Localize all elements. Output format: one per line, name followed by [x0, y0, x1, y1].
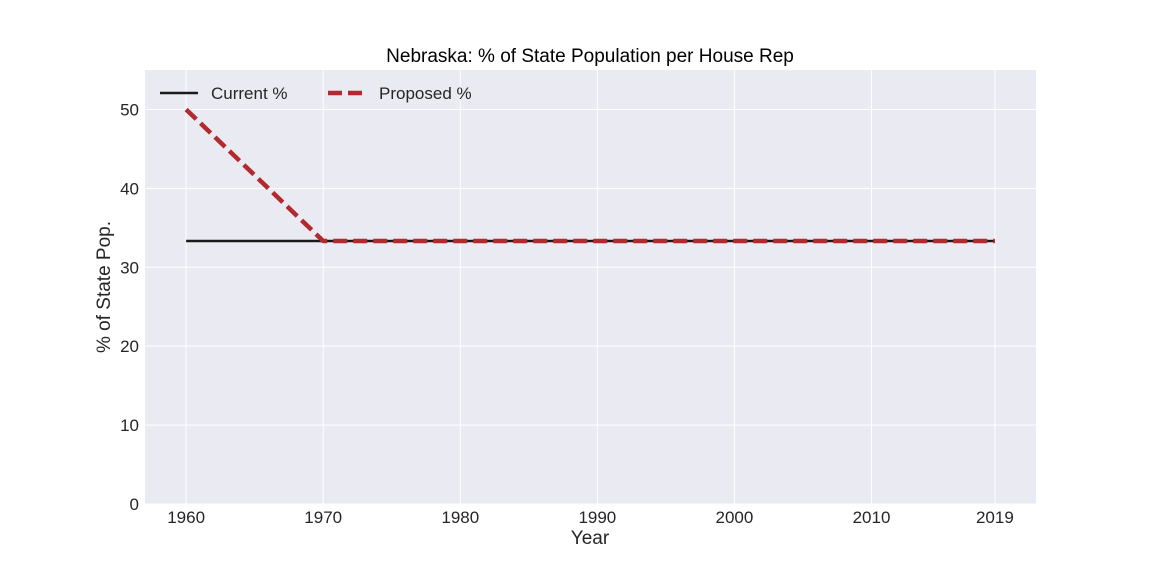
chart-title: Nebraska: % of State Population per Hous… — [386, 46, 794, 67]
x-tick-label: 1970 — [304, 508, 342, 527]
y-tick-label: 10 — [120, 416, 139, 435]
y-axis-label: % of State Pop. — [94, 221, 115, 353]
legend-label: Proposed % — [379, 84, 472, 103]
y-tick-label: 40 — [120, 179, 139, 198]
x-tick-label: 2010 — [853, 508, 891, 527]
grid-lines — [145, 70, 1036, 505]
y-axis-ticks: 0 10 20 30 40 50 — [120, 100, 139, 514]
x-axis-label: Year — [571, 528, 610, 549]
x-tick-label: 2000 — [716, 508, 754, 527]
x-tick-label: 1990 — [578, 508, 616, 527]
legend-label: Current % — [211, 84, 288, 103]
legend: Current % Proposed % — [160, 84, 472, 103]
x-tick-label: 1980 — [441, 508, 479, 527]
y-tick-label: 50 — [120, 100, 139, 119]
plot-area — [145, 70, 1036, 504]
y-tick-label: 30 — [120, 258, 139, 277]
x-tick-label: 1960 — [167, 508, 205, 527]
y-tick-label: 0 — [130, 495, 139, 514]
x-tick-label: 2019 — [976, 508, 1014, 527]
series-lines — [184, 107, 995, 244]
y-tick-label: 20 — [120, 337, 139, 356]
x-axis-ticks: 1960 1970 1980 1990 2000 2010 2019 — [167, 508, 1014, 527]
series-line-proposed — [184, 107, 995, 244]
